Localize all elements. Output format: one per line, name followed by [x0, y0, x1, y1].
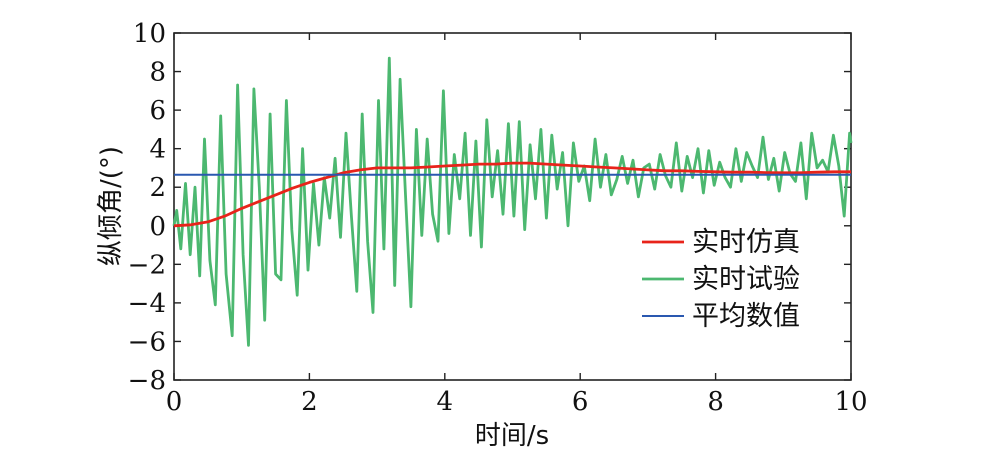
x-axis-label: 时间/s	[475, 421, 549, 451]
x-tick-label: 2	[301, 387, 318, 417]
y-tick-label: 0	[149, 212, 166, 242]
y-tick-label: 6	[149, 96, 166, 126]
y-tick-label: −2	[128, 250, 166, 280]
series-line-1	[172, 56, 853, 347]
series-line-0	[173, 161, 851, 228]
y-tick-label: 4	[149, 135, 166, 165]
y-tick-label: 10	[133, 19, 166, 49]
x-tick-label: 8	[707, 387, 724, 417]
x-tick-label: 4	[437, 387, 454, 417]
axis-ticks: 0 2 4 6 8 10 10 8 6 4 2 0 −2 −4 −6 −8	[128, 19, 868, 417]
legend-label: 实时仿真	[692, 227, 800, 258]
y-axis-label: 纵倾角/(°)	[96, 146, 126, 266]
legend-label: 实时试验	[692, 264, 800, 295]
series-layer	[172, 56, 853, 347]
y-tick-label: −6	[128, 327, 166, 357]
y-tick-label: −4	[128, 289, 166, 319]
y-tick-label: 2	[149, 173, 166, 203]
x-tick-label: 0	[166, 387, 183, 417]
plot-frame	[173, 32, 852, 381]
x-tick-label: 6	[572, 387, 589, 417]
x-tick-label: 10	[834, 387, 867, 417]
y-tick-label: −8	[128, 366, 166, 396]
legend-label: 平均数值	[692, 301, 800, 332]
y-tick-label: 8	[149, 58, 166, 88]
